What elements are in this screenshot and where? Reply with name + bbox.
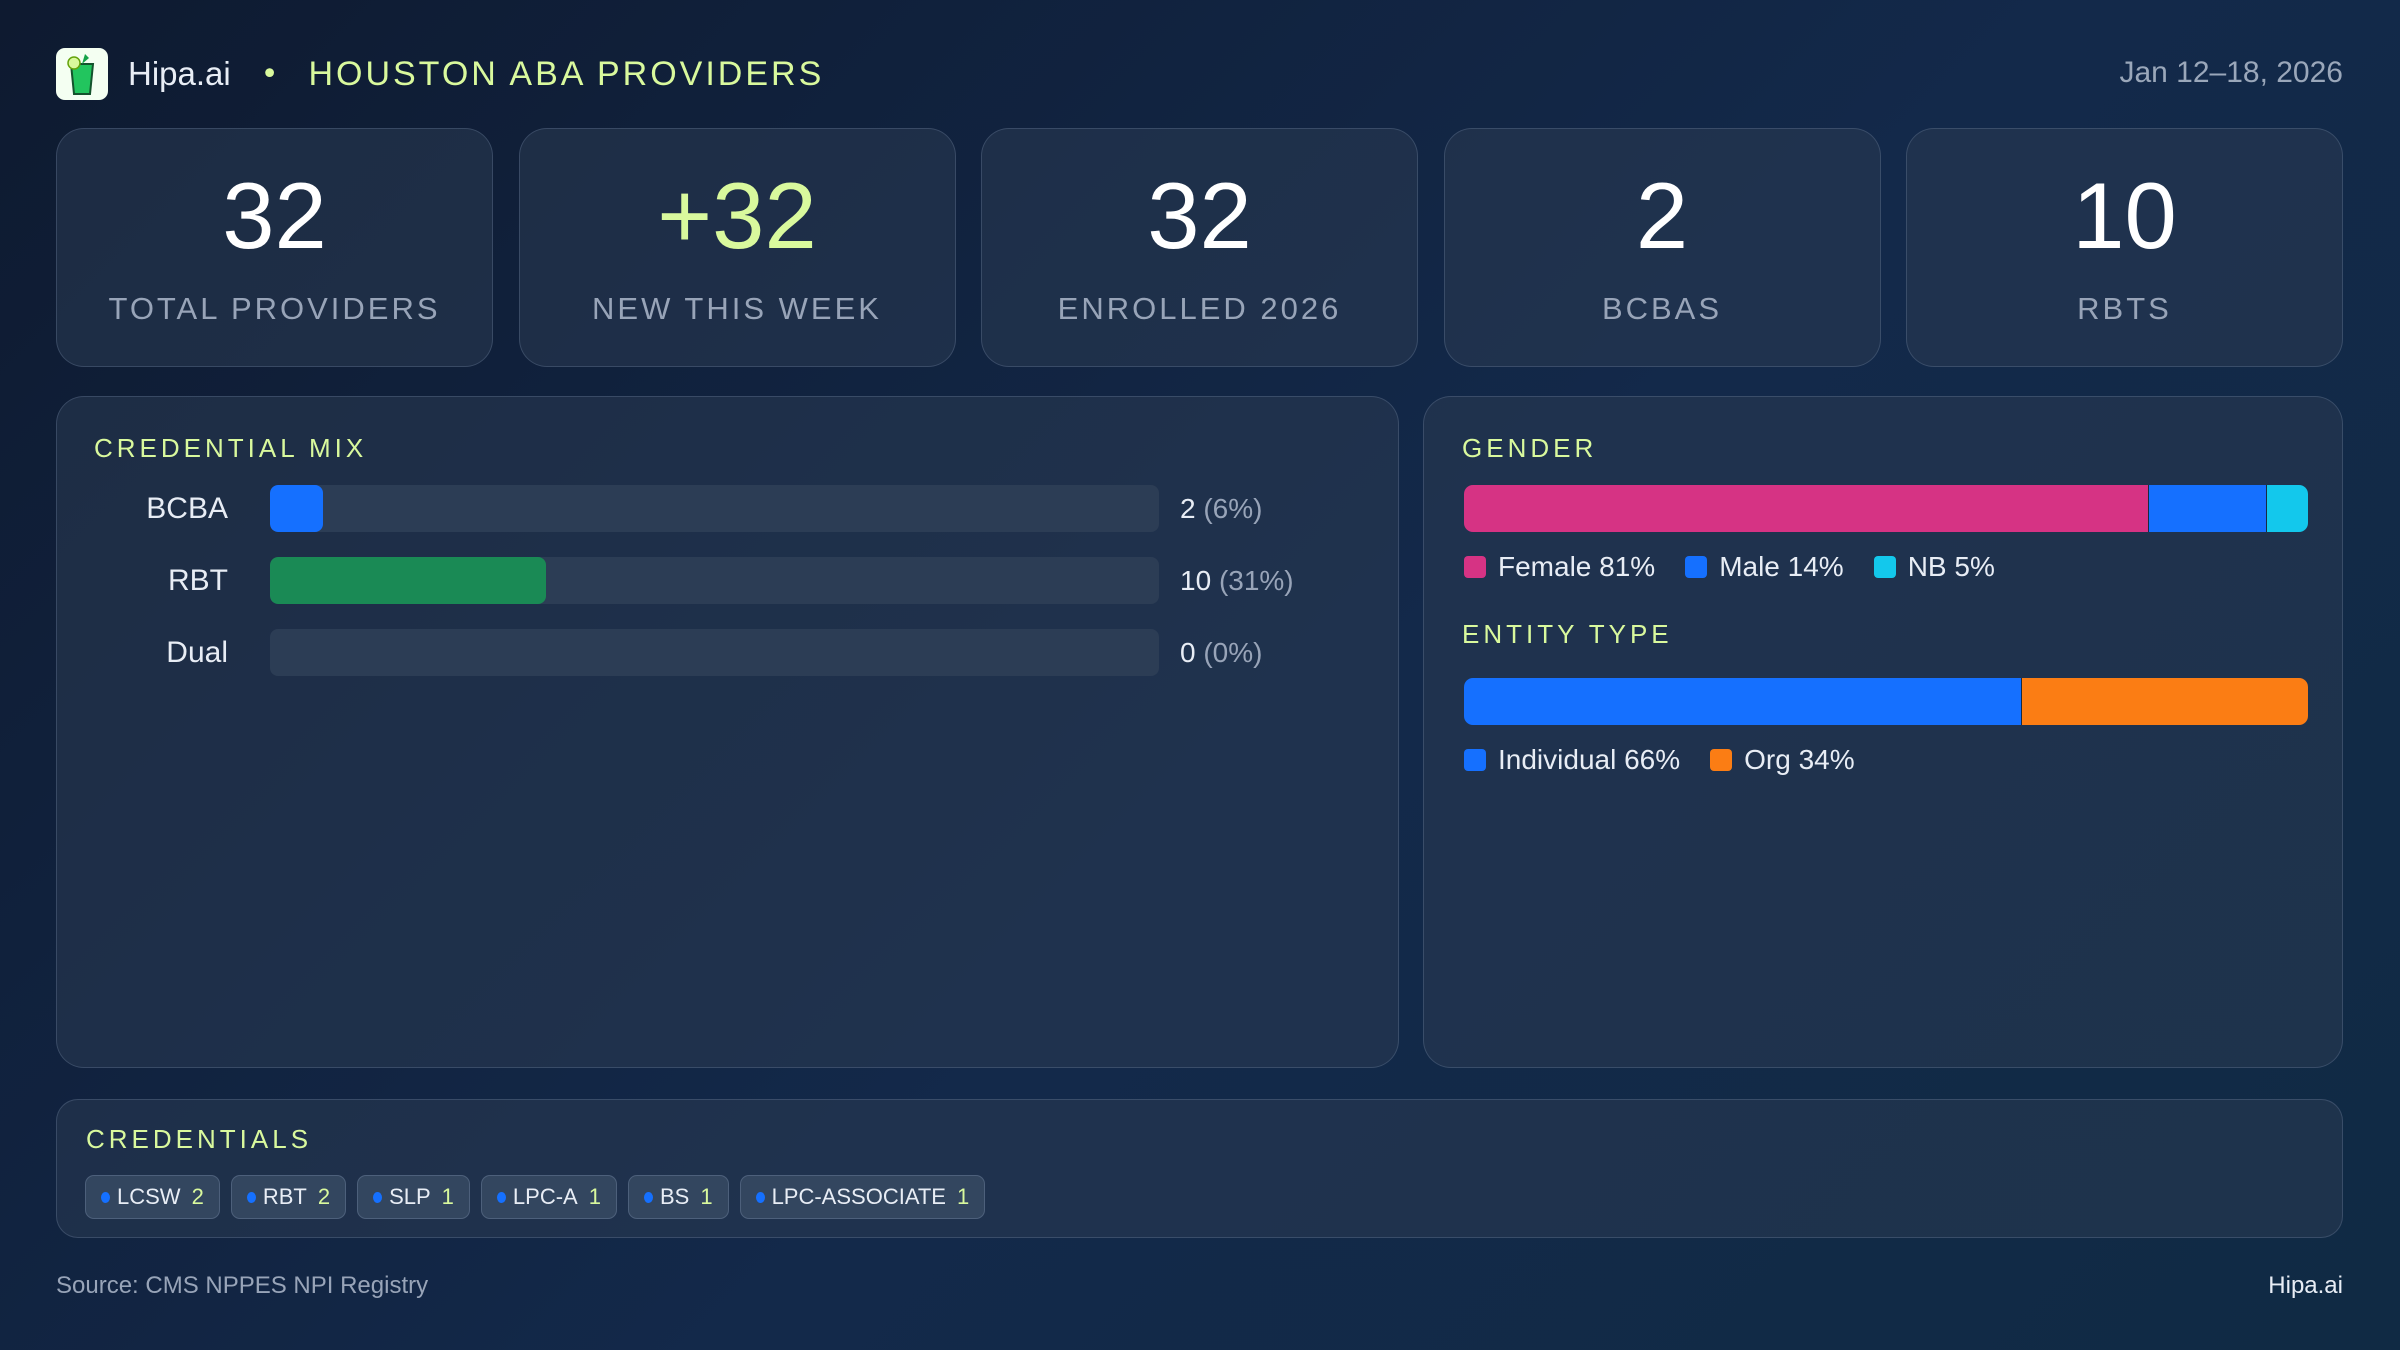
credential-chip-name: LPC-ASSOCIATE <box>771 1184 946 1209</box>
stat-value: 32 <box>222 163 327 268</box>
credential-count: 0 <box>1180 637 1196 668</box>
stat-card: 32 TOTAL PROVIDERS <box>56 128 493 367</box>
footer-brand: Hipa.ai <box>2268 1272 2343 1299</box>
credential-row-value: 2 (6%) <box>1180 485 1262 532</box>
credential-bar-fill <box>270 557 546 604</box>
legend-swatch <box>1873 556 1896 578</box>
demographics-panel: GENDER Female 81% Male 14% NB 5% ENTITY TY… <box>1423 396 2343 1068</box>
stat-value: 10 <box>2072 163 2177 268</box>
credential-row-value: 0 (0%) <box>1180 629 1262 676</box>
credential-mix-panel: CREDENTIAL MIX BCBA 2 (6%) RBT 10 (31%) Dual… <box>56 396 1399 1068</box>
stat-value: 32 <box>1147 163 1252 268</box>
credential-chip[interactable]: LCSW 2 <box>85 1175 220 1219</box>
stat-card: +32 NEW THIS WEEK <box>518 128 956 367</box>
legend-label: Org 34% <box>1744 744 1855 775</box>
dot-icon <box>496 1191 506 1203</box>
credential-chip-name: SLP <box>389 1184 431 1209</box>
gender-bar <box>1464 485 2308 532</box>
credential-count: 2 <box>1180 493 1196 524</box>
entity-segment <box>1464 678 2022 725</box>
gender-title: GENDER <box>1462 433 1598 463</box>
credential-chip[interactable]: BS 1 <box>627 1175 729 1219</box>
credential-row: Dual 0 (0%) <box>113 629 1373 676</box>
stat-card: 2 BCBAS <box>1443 128 1881 367</box>
legend-swatch <box>1464 556 1486 578</box>
dot-icon <box>755 1191 765 1203</box>
credential-chip-count: 1 <box>956 1184 970 1209</box>
entity-type-bar <box>1464 678 2308 725</box>
credential-percent: (31%) <box>1218 565 1294 596</box>
legend-label: Female 81% <box>1498 551 1656 582</box>
legend-label: Male 14% <box>1719 551 1844 582</box>
gender-segment <box>2147 485 2266 532</box>
header: Hipa.ai • HOUSTON ABA PROVIDERS <box>56 48 824 100</box>
credential-chip-name: BS <box>659 1184 690 1209</box>
credential-count: 10 <box>1180 565 1212 596</box>
stat-card: 10 RBTS <box>1906 128 2343 367</box>
stat-label: BCBAS <box>1601 291 1723 326</box>
credential-mix-title: CREDENTIAL MIX <box>94 433 368 463</box>
stat-card: 32 ENROLLED 2026 <box>981 128 1418 367</box>
gender-legend-item: Male 14% <box>1685 551 1844 583</box>
gender-segment <box>2265 485 2308 532</box>
credentials-panel: CREDENTIALS LCSW 2 RBT 2 SLP 1 LPC-A 1 BS 1 LPC-AS… <box>56 1099 2343 1238</box>
gender-segment <box>1464 485 2148 532</box>
entity-legend-item: Org 34% <box>1710 744 1855 776</box>
credential-chip[interactable]: SLP 1 <box>357 1175 470 1219</box>
credential-chip-name: LPC-A <box>512 1184 578 1209</box>
credential-bar-track <box>270 557 1159 604</box>
credential-chip[interactable]: LPC-A 1 <box>480 1175 617 1219</box>
dot-icon <box>373 1191 383 1203</box>
credential-row-label: BCBA <box>146 492 228 525</box>
credential-chip-count: 2 <box>191 1184 204 1209</box>
credential-row-label: Dual <box>166 636 228 669</box>
entity-type-title: ENTITY TYPE <box>1462 619 1673 649</box>
stat-value: 2 <box>1635 163 1689 268</box>
entity-type-legend: Individual 66% Org 34% <box>1464 744 1855 776</box>
credential-chip[interactable]: RBT 2 <box>230 1175 347 1219</box>
credential-bar-track <box>270 629 1159 676</box>
separator: • <box>260 56 279 92</box>
legend-swatch <box>1710 749 1733 771</box>
legend-swatch <box>1464 749 1486 771</box>
credential-row: RBT 10 (31%) <box>113 557 1373 604</box>
credential-chip-count: 1 <box>700 1184 713 1209</box>
stat-label: NEW THIS WEEK <box>592 291 882 326</box>
gender-legend-item: NB 5% <box>1873 551 1995 583</box>
credential-percent: (6%) <box>1203 493 1263 524</box>
stat-label: RBTS <box>2077 291 2172 326</box>
credential-chip-count: 2 <box>317 1184 331 1209</box>
gender-legend-item: Female 81% <box>1464 551 1655 583</box>
stat-value: +32 <box>657 163 817 268</box>
stat-label: TOTAL PROVIDERS <box>108 291 441 326</box>
dot-icon <box>101 1191 110 1203</box>
date-range: Jan 12–18, 2026 <box>2119 56 2343 89</box>
brand-name: Hipa.ai <box>128 55 231 92</box>
legend-label: NB 5% <box>1907 551 1995 582</box>
entity-segment <box>2021 678 2308 725</box>
credential-percent: (0%) <box>1203 637 1263 668</box>
credential-row-label: RBT <box>168 564 228 597</box>
credential-row: BCBA 2 (6%) <box>113 485 1373 532</box>
source-note: Source: CMS NPPES NPI Registry <box>56 1272 429 1299</box>
credentials-title: CREDENTIALS <box>86 1124 313 1154</box>
credential-chip[interactable]: LPC-ASSOCIATE 1 <box>739 1175 986 1219</box>
credential-chip-name: RBT <box>262 1184 307 1209</box>
dot-icon <box>246 1191 256 1203</box>
gender-legend: Female 81% Male 14% NB 5% <box>1464 551 1995 583</box>
dot-icon <box>643 1191 653 1203</box>
credential-row-value: 10 (31%) <box>1180 557 1294 604</box>
page-title: HOUSTON ABA PROVIDERS <box>308 54 825 93</box>
credential-bar-track <box>270 485 1159 532</box>
credential-chip-name: LCSW <box>117 1184 181 1209</box>
legend-label: Individual 66% <box>1498 744 1681 775</box>
credential-chip-count: 1 <box>588 1184 601 1209</box>
credential-chip-count: 1 <box>441 1184 454 1209</box>
credential-bar-fill <box>270 485 324 532</box>
mojito-glass-icon <box>56 48 108 100</box>
legend-swatch <box>1685 556 1708 578</box>
entity-legend-item: Individual 66% <box>1464 744 1680 776</box>
stat-label: ENROLLED 2026 <box>1057 291 1342 326</box>
